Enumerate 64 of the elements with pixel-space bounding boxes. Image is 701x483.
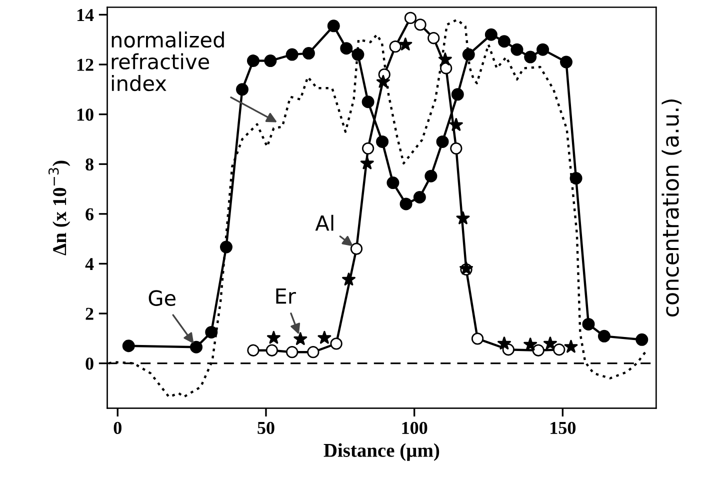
point [398,38,412,50]
point [413,190,426,204]
point [318,330,332,344]
y-tick-label: 4 [85,258,94,270]
point [246,54,260,68]
point [524,50,537,64]
y-tick-label: 10 [77,108,94,121]
annotation: Ge [148,290,176,306]
point [376,74,390,88]
point [236,83,248,96]
point [362,96,374,108]
y-tick-label: 0 [86,358,94,370]
y-axis-title: Δn (x 10$^{−3}$) [48,160,70,256]
point [560,56,572,68]
point [636,333,648,346]
point [510,43,524,56]
point [327,20,340,32]
y-tick-label: 2 [86,308,94,320]
x-tick-label: 0 [114,422,122,434]
point [352,48,364,61]
annotation: Al [315,214,334,231]
x-tick-label: 150 [550,422,576,434]
annotation: normalized refractive index [112,32,224,92]
point [497,336,511,350]
point [436,135,449,148]
point [598,330,610,342]
point [286,48,298,61]
x-axis-title: Distance (µm) [324,443,440,461]
point [264,54,277,68]
point [564,340,578,353]
point [484,28,498,41]
point [360,156,374,170]
point [266,330,280,344]
point [498,35,510,48]
y-tick-label: 6 [86,208,94,220]
point [456,211,470,224]
point [190,340,203,354]
point [340,42,353,55]
point [342,272,356,286]
point [438,52,452,66]
y-tick-label: 14 [77,9,94,21]
point [570,172,582,185]
point [220,240,232,254]
point [451,88,464,101]
point [294,332,308,346]
point [582,318,595,330]
x-tick-label: 100 [402,422,428,434]
point [122,340,135,352]
point [543,336,557,350]
point [302,47,315,60]
point [205,326,218,338]
point [536,43,550,56]
point [449,118,463,131]
x-tick-label: 50 [258,422,274,434]
annotation: Er [276,288,296,304]
y-tick-label: 12 [77,58,94,71]
point [424,170,438,182]
point [462,48,475,61]
point [386,176,400,190]
point [400,198,412,210]
y2-axis-title: concentration (a.u.) [662,100,682,317]
y-tick-label: 8 [86,158,94,171]
point [376,135,389,148]
point [524,338,538,350]
